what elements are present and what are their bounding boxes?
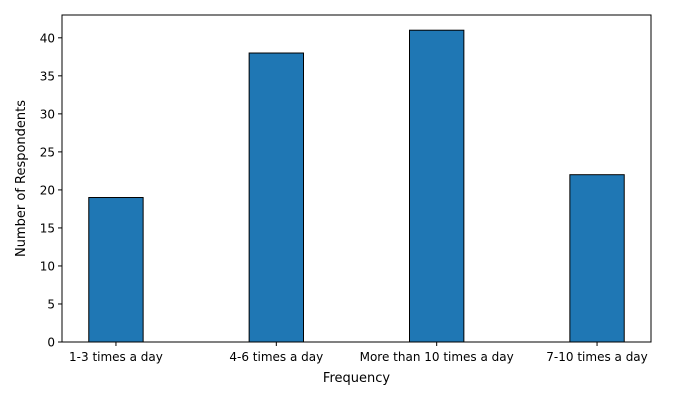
y-tick-label: 25 — [40, 145, 55, 159]
y-axis: 0 5 10 15 20 25 30 35 40 — [40, 31, 62, 350]
y-tick-label: 5 — [47, 297, 55, 311]
bar-1 — [88, 197, 144, 343]
bar-2 — [248, 52, 304, 343]
bar-4 — [569, 174, 625, 343]
y-tick-label: 0 — [47, 336, 55, 350]
x-axis: 1-3 times a day 4-6 times a day More than … — [69, 342, 648, 364]
x-tick-label: 7-10 times a day — [546, 350, 647, 364]
y-tick-label: 30 — [40, 107, 55, 121]
x-tick-label: 1-3 times a day — [69, 350, 163, 364]
y-tick-label: 40 — [40, 31, 55, 45]
bar-3 — [409, 29, 465, 343]
x-tick-label: 4-6 times a day — [229, 350, 323, 364]
y-axis-label: Number of Respondents — [14, 100, 29, 257]
bars-group — [88, 29, 625, 343]
x-tick-label: More than 10 times a day — [360, 350, 514, 364]
y-tick-label: 20 — [40, 183, 55, 197]
y-tick-label: 10 — [40, 259, 55, 273]
x-axis-label: Frequency — [323, 371, 390, 386]
y-tick-label: 15 — [40, 221, 55, 235]
y-tick-label: 35 — [40, 69, 55, 83]
plot-frame — [61, 14, 652, 343]
